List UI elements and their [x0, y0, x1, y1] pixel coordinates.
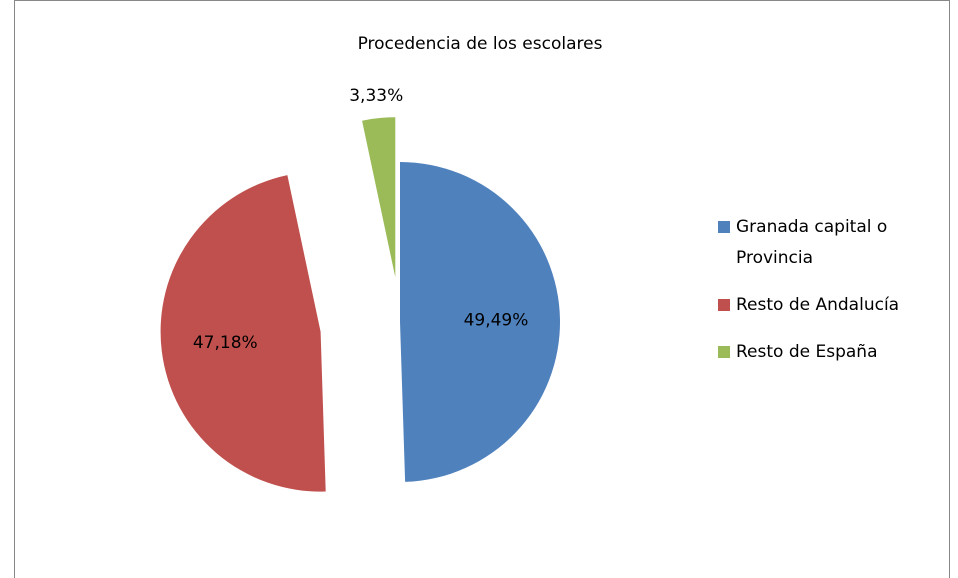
pie-slice	[362, 117, 396, 278]
legend-item: Resto de España	[718, 337, 943, 368]
data-label: 3,33%	[349, 86, 403, 106]
pie-slice	[400, 162, 560, 482]
legend-item: Resto de Andalucía	[718, 290, 943, 321]
data-label: 47,18%	[193, 333, 258, 353]
legend-swatch	[718, 221, 730, 233]
data-label: 49,49%	[464, 310, 529, 330]
legend: Granada capital o Provincia Resto de Anda…	[718, 212, 943, 368]
pie-slice	[160, 175, 326, 492]
legend-item: Granada capital o Provincia	[718, 212, 943, 274]
legend-swatch	[718, 299, 730, 311]
legend-label: Resto de Andalucía	[736, 295, 900, 315]
chart-title: Procedencia de los escolares	[358, 34, 603, 54]
legend-label: Granada capital o Provincia	[736, 217, 888, 268]
legend-label: Resto de España	[736, 342, 878, 362]
legend-swatch	[718, 346, 730, 358]
